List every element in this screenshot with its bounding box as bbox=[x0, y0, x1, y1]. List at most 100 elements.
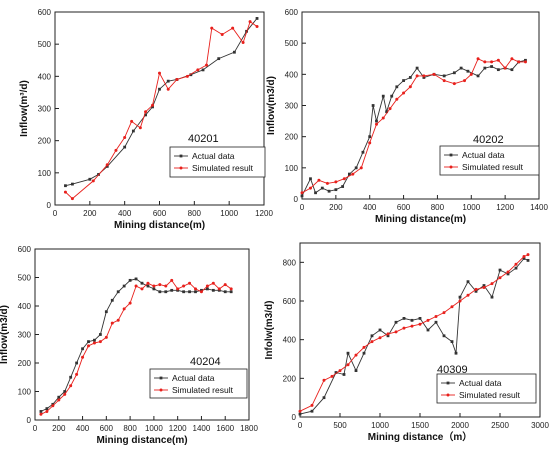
data-point bbox=[506, 272, 510, 276]
y-tick-label: 300 bbox=[285, 102, 299, 111]
y-tick-label: 400 bbox=[285, 70, 299, 79]
data-point bbox=[390, 94, 394, 98]
data-point bbox=[490, 60, 494, 64]
data-point bbox=[182, 290, 186, 294]
data-point bbox=[300, 191, 304, 195]
legend-label: Actual data bbox=[462, 150, 505, 160]
data-point bbox=[57, 398, 61, 402]
data-point bbox=[342, 177, 346, 181]
data-point bbox=[146, 284, 150, 288]
data-point bbox=[442, 334, 446, 338]
y-tick-label: 500 bbox=[18, 274, 32, 283]
data-point bbox=[410, 318, 414, 322]
y-tick-label: 500 bbox=[38, 40, 52, 49]
legend: Actual data Simulated result bbox=[169, 146, 266, 178]
data-point bbox=[418, 317, 422, 320]
x-tick-label: 3000 bbox=[531, 421, 549, 430]
series-simulated-result bbox=[63, 20, 259, 201]
data-point bbox=[158, 283, 162, 287]
data-point bbox=[87, 340, 90, 344]
data-point bbox=[146, 281, 150, 285]
data-point bbox=[138, 126, 142, 130]
data-point bbox=[410, 324, 414, 328]
y-tick-label: 800 bbox=[283, 258, 297, 267]
data-point bbox=[205, 63, 209, 67]
data-point bbox=[217, 57, 221, 61]
data-point bbox=[341, 185, 345, 188]
data-point bbox=[130, 119, 134, 123]
data-point bbox=[454, 351, 458, 355]
data-point bbox=[248, 20, 252, 24]
data-point bbox=[188, 281, 192, 285]
data-point bbox=[490, 65, 493, 68]
data-point bbox=[524, 58, 527, 62]
data-point bbox=[394, 320, 398, 324]
x-tick-label: 1000 bbox=[220, 209, 238, 218]
y-tick-label: 300 bbox=[38, 105, 52, 114]
data-point bbox=[122, 284, 126, 288]
legend-label: Simulated result bbox=[172, 385, 234, 395]
legend-marker bbox=[159, 388, 163, 392]
y-tick-label: 500 bbox=[285, 39, 299, 48]
data-point bbox=[93, 338, 96, 342]
data-point bbox=[63, 190, 67, 194]
data-point bbox=[144, 110, 148, 114]
legend-box bbox=[169, 146, 266, 178]
data-point bbox=[334, 371, 338, 374]
legend-label: Actual data bbox=[459, 378, 502, 388]
data-point bbox=[378, 328, 382, 332]
y-tick-label: 0 bbox=[294, 195, 299, 204]
data-point bbox=[415, 66, 419, 70]
x-tick-label: 2500 bbox=[491, 421, 509, 430]
y-tick-label: 200 bbox=[283, 374, 297, 383]
data-point bbox=[158, 290, 162, 294]
data-point bbox=[334, 188, 338, 192]
data-point bbox=[354, 166, 358, 170]
data-point bbox=[128, 278, 132, 282]
y-tick-label: 400 bbox=[38, 72, 52, 81]
data-point bbox=[322, 378, 326, 382]
data-point bbox=[51, 404, 55, 408]
data-point bbox=[359, 166, 363, 170]
x-tick-label: 500 bbox=[333, 421, 347, 430]
data-point bbox=[241, 41, 245, 45]
y-tick-label: 400 bbox=[283, 336, 297, 345]
data-point bbox=[140, 281, 144, 285]
data-point bbox=[469, 72, 473, 76]
data-point bbox=[151, 103, 155, 107]
x-axis-label: Mining distance(m) bbox=[96, 435, 187, 446]
data-point bbox=[402, 317, 406, 320]
data-point bbox=[388, 107, 392, 111]
x-tick-label: 1000 bbox=[145, 424, 163, 433]
data-point bbox=[151, 105, 154, 109]
data-point bbox=[450, 340, 454, 343]
x-tick-label: 1000 bbox=[462, 203, 480, 212]
data-point bbox=[362, 345, 366, 349]
y-axis-label: Inflow(m³/d) bbox=[19, 80, 30, 137]
data-point bbox=[463, 79, 467, 83]
data-point bbox=[346, 363, 350, 367]
data-point bbox=[466, 69, 470, 73]
data-point bbox=[434, 320, 438, 324]
data-point bbox=[116, 318, 120, 322]
data-point bbox=[131, 129, 135, 133]
x-tick-label: 400 bbox=[118, 209, 132, 218]
data-point bbox=[116, 290, 120, 294]
data-point bbox=[510, 68, 514, 72]
data-point bbox=[450, 305, 454, 309]
data-point bbox=[189, 73, 193, 77]
data-point bbox=[368, 135, 372, 139]
data-point bbox=[458, 295, 462, 299]
x-tick-label: 400 bbox=[363, 203, 377, 212]
data-point bbox=[310, 403, 314, 407]
data-point bbox=[517, 60, 521, 64]
panel-label: 40201 bbox=[188, 133, 219, 145]
data-point bbox=[63, 390, 67, 393]
data-point bbox=[122, 307, 126, 311]
data-point bbox=[522, 255, 526, 259]
legend-marker bbox=[449, 153, 453, 157]
data-point bbox=[144, 113, 147, 117]
data-point bbox=[176, 287, 180, 291]
data-point bbox=[362, 351, 366, 355]
